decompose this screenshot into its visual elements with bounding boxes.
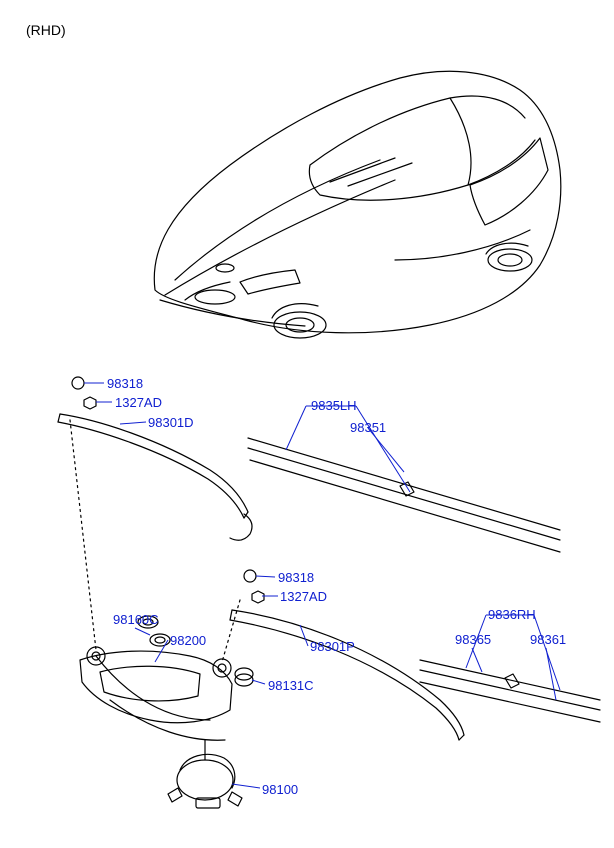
callout-9836RH[interactable]: 9836RH <box>488 607 536 622</box>
callout-98318-top[interactable]: 98318 <box>107 376 143 391</box>
callout-98131C[interactable]: 98131C <box>268 678 314 693</box>
callout-98301D[interactable]: 98301D <box>148 415 194 430</box>
wiper-linkage <box>80 616 253 808</box>
callout-1327AD-mid[interactable]: 1327AD <box>280 589 327 604</box>
callout-98200[interactable]: 98200 <box>170 633 206 648</box>
wiper-motor <box>168 740 242 808</box>
callout-98301P[interactable]: 98301P <box>310 639 355 654</box>
wiper-blade-passenger <box>420 660 600 722</box>
callout-98160C[interactable]: 98160C <box>113 612 159 627</box>
callout-98100[interactable]: 98100 <box>262 782 298 797</box>
callout-98318-mid[interactable]: 98318 <box>278 570 314 585</box>
callout-98361[interactable]: 98361 <box>530 632 566 647</box>
wiper-blade-driver <box>248 438 560 552</box>
callout-98351[interactable]: 98351 <box>350 420 386 435</box>
callout-9835LH[interactable]: 9835LH <box>311 398 357 413</box>
wiper-arm-passenger-fasteners <box>244 570 264 603</box>
wiper-arm-passenger <box>230 610 464 740</box>
diagram-svg <box>0 0 614 848</box>
car-outline <box>154 71 561 338</box>
callout-98365[interactable]: 98365 <box>455 632 491 647</box>
callout-1327AD-top[interactable]: 1327AD <box>115 395 162 410</box>
